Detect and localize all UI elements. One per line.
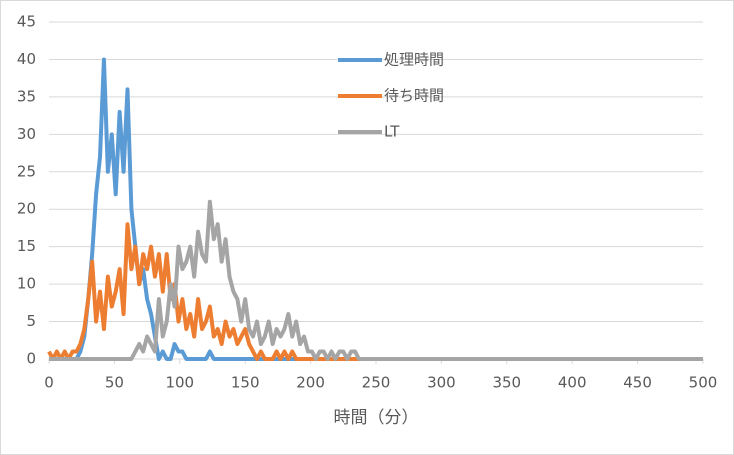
x-tick-label: 50 (105, 374, 124, 392)
x-tick-label: 150 (231, 374, 260, 392)
x-tick-label: 200 (296, 374, 325, 392)
y-tick-label: 5 (26, 312, 36, 330)
y-tick-label: 25 (17, 162, 36, 180)
y-tick-label: 30 (17, 125, 36, 143)
x-tick-label: 400 (558, 374, 587, 392)
x-tick-label: 300 (427, 374, 456, 392)
x-tick-label: 350 (492, 374, 521, 392)
y-tick-label: 35 (17, 87, 36, 105)
x-tick-label: 450 (623, 374, 652, 392)
x-tick-label: 250 (362, 374, 391, 392)
y-tick-label: 15 (17, 237, 36, 255)
x-tick-label: 0 (44, 374, 54, 392)
legend-label: LT (384, 123, 400, 141)
x-axis-label: 時間（分） (334, 408, 419, 428)
legend-label: 処理時間 (384, 51, 444, 69)
y-tick-label: 20 (17, 200, 36, 218)
legend-label: 待ち時間 (384, 87, 444, 105)
y-tick-label: 45 (17, 13, 36, 31)
y-tick-label: 40 (17, 50, 36, 68)
series-line (49, 199, 703, 361)
x-tick-label: 500 (689, 374, 718, 392)
y-tick-label: 0 (26, 350, 36, 368)
y-tick-label: 10 (17, 275, 36, 293)
x-tick-label: 100 (165, 374, 194, 392)
